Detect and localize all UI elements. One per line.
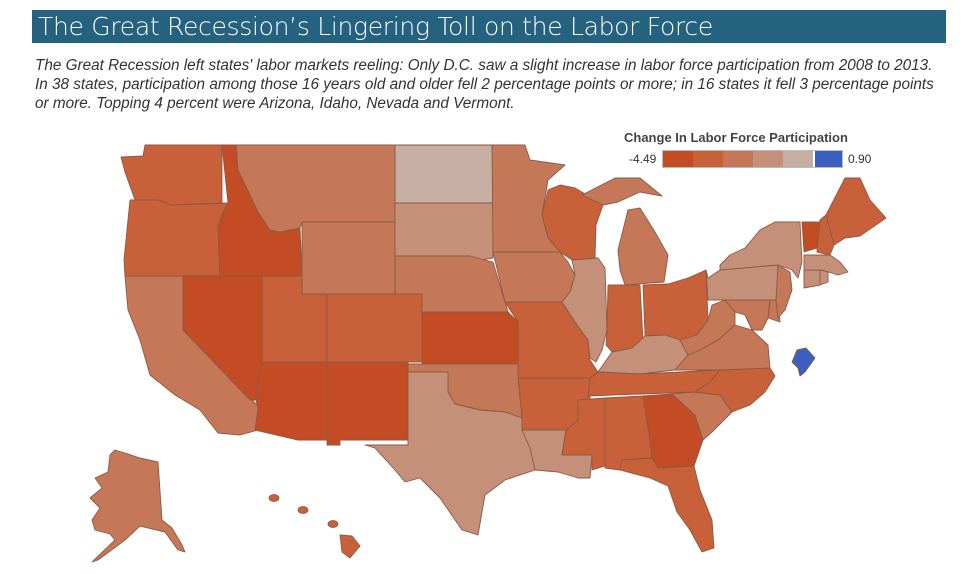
- page-title: The Great Recession’s Lingering Toll on …: [32, 10, 946, 43]
- state-NY[interactable]: [719, 221, 803, 279]
- state-HI-kauai[interactable]: [268, 494, 280, 502]
- state-HI-oahu[interactable]: [297, 506, 309, 514]
- state-WA[interactable]: [120, 144, 223, 206]
- legend-swatch-1: [663, 151, 693, 167]
- legend-swatch-4: [753, 151, 783, 167]
- state-HI-big-island[interactable]: [339, 534, 361, 559]
- state-HI-maui[interactable]: [327, 520, 339, 528]
- state-DC[interactable]: [791, 347, 816, 377]
- legend-swatch-5: [783, 151, 813, 167]
- state-CT[interactable]: [803, 269, 821, 289]
- state-AZ[interactable]: [254, 361, 328, 441]
- state-MI[interactable]: [581, 177, 669, 286]
- state-IA[interactable]: [492, 251, 576, 303]
- state-ND[interactable]: [394, 144, 495, 204]
- state-CO[interactable]: [326, 293, 423, 363]
- state-WI[interactable]: [541, 184, 604, 261]
- state-IL[interactable]: [561, 257, 608, 363]
- state-NM[interactable]: [326, 361, 409, 446]
- legend-color-scale: [662, 150, 843, 168]
- state-OR[interactable]: [123, 199, 229, 277]
- state-FL[interactable]: [619, 457, 715, 553]
- legend-title: Change In Labor Force Participation: [624, 130, 848, 145]
- legend-min-label: -4.49: [629, 152, 657, 166]
- state-IN[interactable]: [605, 284, 644, 353]
- state-KS[interactable]: [421, 311, 519, 365]
- legend-swatch-3: [723, 151, 753, 167]
- state-ME[interactable]: [825, 177, 887, 246]
- state-PA[interactable]: [705, 264, 779, 301]
- state-SD[interactable]: [394, 202, 495, 261]
- state-WY[interactable]: [301, 221, 396, 295]
- state-RI[interactable]: [819, 269, 829, 286]
- map-description: The Great Recession left states' labor m…: [35, 57, 934, 112]
- legend-swatch-6: [815, 151, 842, 167]
- state-AK[interactable]: [89, 449, 186, 563]
- legend-swatch-2: [693, 151, 723, 167]
- state-KY[interactable]: [597, 334, 689, 375]
- legend-max-label: 0.90: [848, 152, 872, 166]
- state-TX[interactable]: [364, 371, 536, 536]
